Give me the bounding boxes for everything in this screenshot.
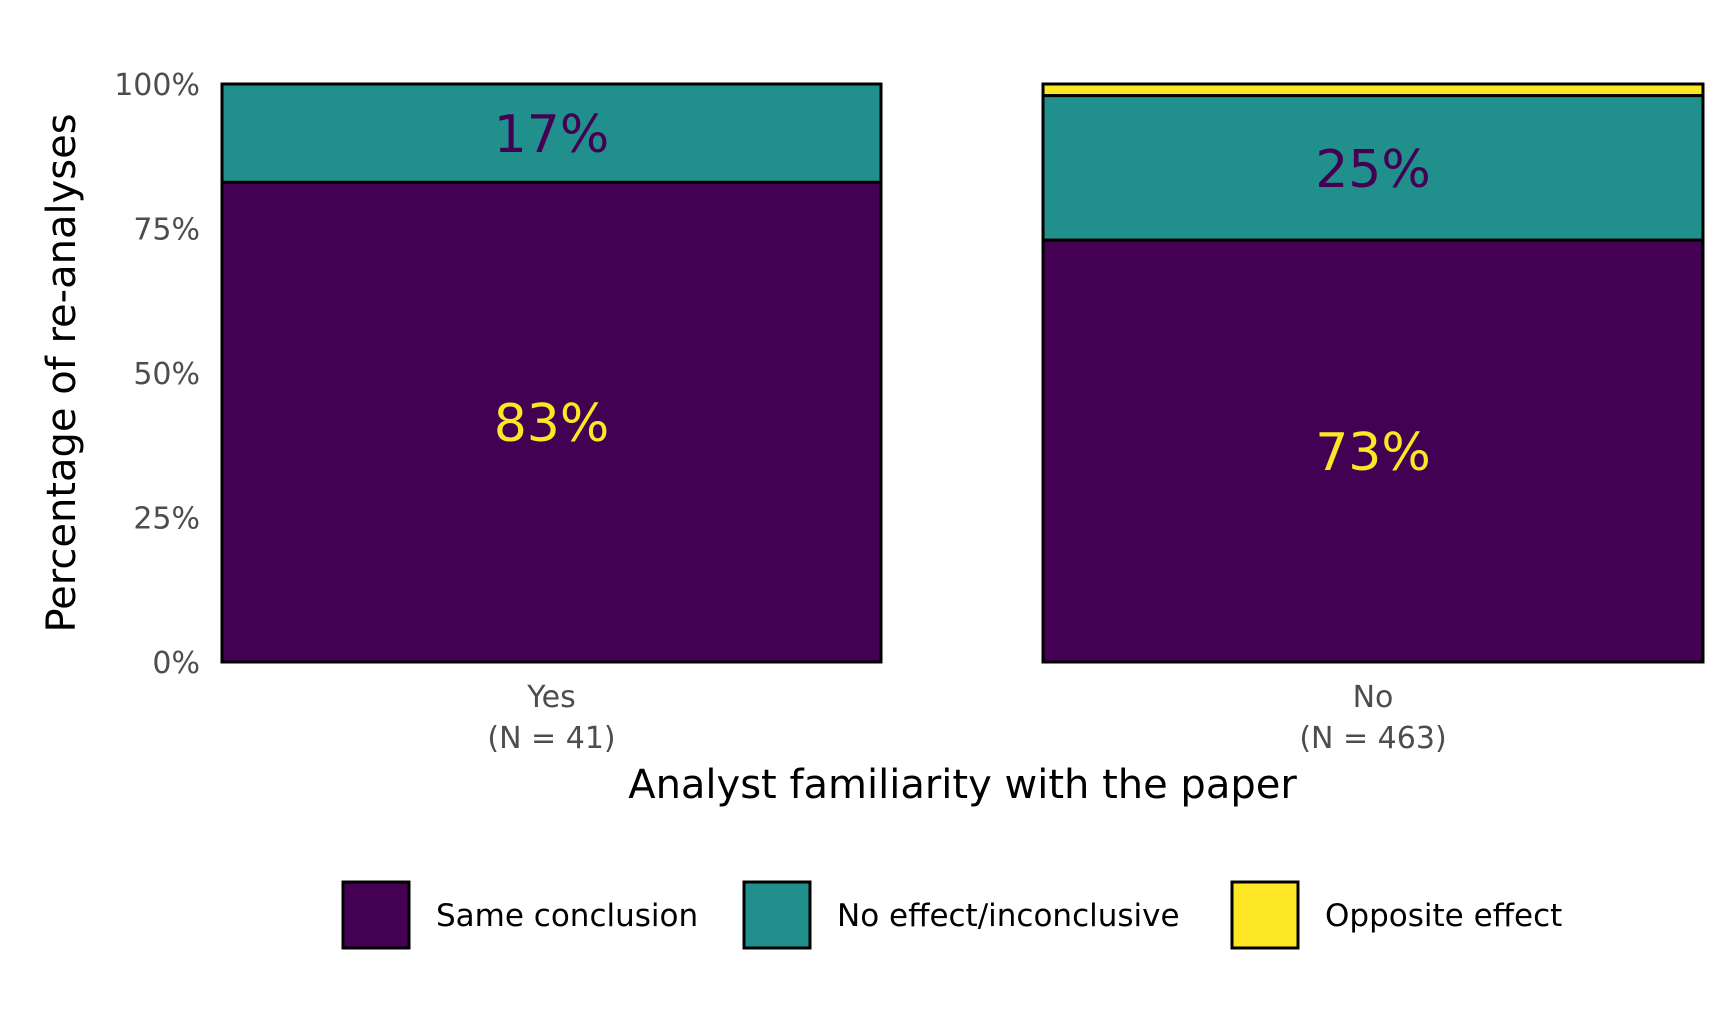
x-axis-title: Analyst familiarity with the paper bbox=[628, 762, 1297, 808]
legend-label: No effect/inconclusive bbox=[837, 898, 1180, 934]
legend-swatch bbox=[1230, 880, 1300, 950]
y-axis-ticks: 0% 25% 50% 75% 100% bbox=[114, 68, 200, 681]
bar-segment bbox=[1041, 82, 1705, 98]
legend: Same conclusion No effect/inconclusive Opp… bbox=[341, 880, 1562, 950]
y-tick-label: 0% bbox=[152, 646, 200, 681]
x-tick-count-label: (N = 41) bbox=[487, 721, 615, 756]
bar-segment bbox=[1041, 94, 1705, 242]
x-tick-count-label: (N = 463) bbox=[1299, 721, 1446, 756]
bars bbox=[220, 82, 1705, 664]
y-tick-label: 25% bbox=[133, 502, 200, 537]
bar-value-label: 83% bbox=[494, 394, 610, 454]
x-tick-label: No bbox=[1353, 680, 1394, 715]
x-tick-label: Yes bbox=[526, 680, 575, 715]
bar-labels: 83% 17% 73% 25% bbox=[494, 105, 1431, 483]
y-tick-label: 100% bbox=[114, 68, 200, 103]
bar-value-label: 25% bbox=[1315, 140, 1431, 200]
y-axis-title: Percentage of re-analyses bbox=[39, 113, 85, 632]
y-tick-label: 75% bbox=[133, 213, 200, 248]
bar-value-label: 73% bbox=[1315, 423, 1431, 483]
bar-segment bbox=[220, 82, 883, 184]
bar-value-label: 17% bbox=[494, 105, 610, 165]
legend-label: Same conclusion bbox=[436, 898, 698, 934]
x-axis-ticks: Yes (N = 41) No (N = 463) bbox=[487, 680, 1446, 756]
bar-segment bbox=[220, 180, 883, 664]
legend-swatch bbox=[742, 880, 812, 950]
legend-swatch bbox=[341, 880, 411, 950]
legend-label: Opposite effect bbox=[1325, 898, 1562, 934]
y-tick-label: 50% bbox=[133, 357, 200, 392]
